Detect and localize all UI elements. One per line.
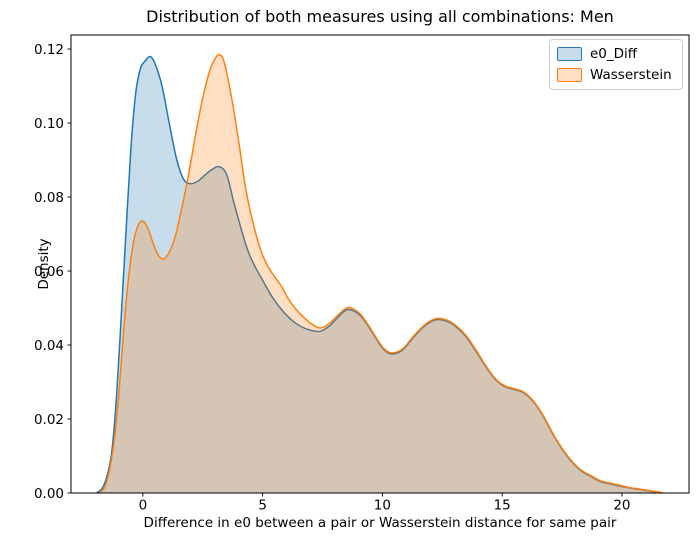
x-tick-label: 20 [613,498,630,514]
legend-item-e0-diff: e0_Diff [557,44,675,64]
y-tick-label: 0.06 [34,264,64,280]
x-axis-label: Difference in e0 between a pair or Wasse… [143,515,617,531]
y-tick-label: 0.12 [34,42,64,58]
x-tick-label: 10 [374,498,391,514]
x-tick-label: 15 [494,498,511,514]
y-tick-label: 0.00 [34,486,64,502]
y-tick-label: 0.10 [34,116,64,132]
y-tick-label: 0.02 [34,412,64,428]
y-tick-label: 0.04 [34,338,64,354]
kde-area-e0_Diff [97,56,661,493]
chart-title: Distribution of both measures using all … [146,7,614,26]
x-tick-label: 5 [258,498,267,514]
legend: e0_Diff Wasserstein [549,39,683,90]
legend-label-wasserstein: Wasserstein [590,66,672,83]
legend-label-e0-diff: e0_Diff [590,46,638,63]
e0-diff-swatch-icon [557,47,582,62]
x-tick-label: 0 [139,498,148,514]
kde-line-Wasserstein [98,53,664,494]
axes-frame [70,34,690,494]
kde-area-Wasserstein [99,54,663,493]
y-axis-label: Density [36,238,52,290]
wasserstein-swatch-icon [557,67,582,82]
y-tick-label: 0.08 [34,190,64,206]
legend-item-wasserstein: Wasserstein [557,65,675,85]
